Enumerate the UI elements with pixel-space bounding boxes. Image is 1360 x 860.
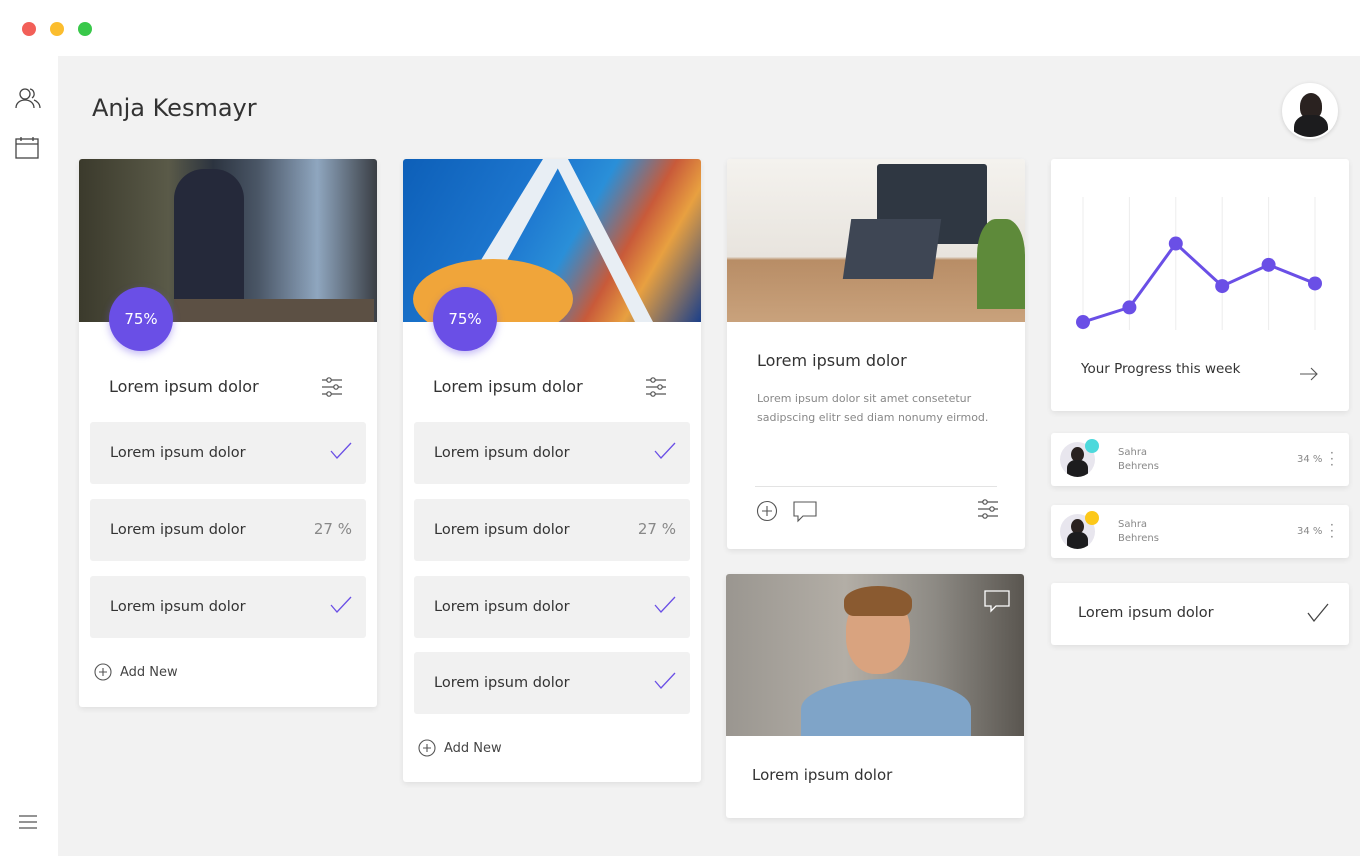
- person-row[interactable]: Sahra Behrens 34 % · · ·: [1051, 505, 1349, 558]
- sidebar: [0, 56, 58, 860]
- divider: [755, 486, 997, 487]
- progress-badge: 75%: [109, 287, 173, 351]
- item-label: Lorem ipsum dolor: [110, 522, 246, 538]
- task-card: 75% Lorem ipsum dolor Lorem ipsum dolor …: [79, 159, 377, 707]
- close-button[interactable]: [22, 22, 36, 36]
- card-title: Lorem ipsum dolor: [109, 377, 259, 396]
- title-bar: [0, 0, 1360, 56]
- series-line: [1082, 241, 1316, 324]
- filter-icon[interactable]: [977, 499, 999, 519]
- task-item[interactable]: Lorem ipsum dolor: [1051, 583, 1349, 645]
- progress-badge: 75%: [433, 287, 497, 351]
- task-card: 75% Lorem ipsum dolor Lorem ipsum dolor …: [403, 159, 701, 782]
- comment-icon[interactable]: [793, 501, 817, 523]
- data-point: [1168, 236, 1183, 251]
- filter-icon[interactable]: [321, 377, 343, 397]
- video-card-title: Lorem ipsum dolor: [752, 766, 893, 784]
- progress-card: Your Progress this week: [1051, 159, 1349, 411]
- users-icon[interactable]: [14, 86, 42, 110]
- add-new-label: Add New: [444, 740, 502, 756]
- filter-icon[interactable]: [645, 377, 667, 397]
- add-new-label: Add New: [120, 664, 178, 680]
- item-label: Lorem ipsum dolor: [434, 599, 570, 615]
- list-item[interactable]: Lorem ipsum dolor: [90, 422, 366, 484]
- item-value: 27 %: [637, 520, 676, 538]
- data-point: [1122, 300, 1137, 315]
- card-image: [727, 159, 1025, 322]
- minimize-button[interactable]: [50, 22, 64, 36]
- item-label: Lorem ipsum dolor: [110, 599, 246, 615]
- check-icon: [330, 596, 352, 613]
- calendar-icon[interactable]: [14, 136, 40, 160]
- maximize-button[interactable]: [78, 22, 92, 36]
- plus-circle-icon: [94, 663, 112, 681]
- item-value: 27 %: [313, 520, 352, 538]
- menu-icon[interactable]: [18, 814, 38, 830]
- check-icon: [330, 442, 352, 459]
- person-first-name: Sahra: [1118, 447, 1148, 458]
- arrow-right-icon[interactable]: [1299, 367, 1319, 381]
- list-item[interactable]: Lorem ipsum dolor: [90, 576, 366, 638]
- article-card: Lorem ipsum dolor Lorem ipsum dolor sit …: [727, 159, 1025, 549]
- data-point: [1261, 257, 1276, 272]
- check-icon: [654, 672, 676, 689]
- person-last-name: Behrens: [1118, 461, 1159, 472]
- data-point: [1308, 276, 1322, 291]
- card-image: [726, 574, 1024, 736]
- card-title: Lorem ipsum dolor: [433, 377, 583, 396]
- person-first-name: Sahra: [1118, 519, 1148, 530]
- add-new-button[interactable]: Add New: [418, 739, 502, 757]
- task-label: Lorem ipsum dolor: [1078, 605, 1214, 621]
- video-card: Lorem ipsum dolor: [726, 574, 1024, 818]
- check-icon: [654, 596, 676, 613]
- person-row[interactable]: Sahra Behrens 34 % · · ·: [1051, 433, 1349, 486]
- list-item[interactable]: Lorem ipsum dolor: [414, 576, 690, 638]
- add-new-button[interactable]: Add New: [94, 663, 178, 681]
- list-item[interactable]: Lorem ipsum dolor: [414, 652, 690, 714]
- list-item[interactable]: Lorem ipsum dolor 27 %: [90, 499, 366, 561]
- person-progress: 34 %: [1297, 454, 1323, 465]
- status-dot: [1085, 439, 1099, 453]
- article-body: Lorem ipsum dolor sit amet consetetur sa…: [757, 392, 989, 424]
- check-icon: [654, 442, 676, 459]
- page-title: Anja Kesmayr: [92, 94, 257, 122]
- user-avatar[interactable]: [1282, 83, 1338, 139]
- data-point: [1215, 279, 1230, 294]
- item-label: Lorem ipsum dolor: [434, 522, 570, 538]
- person-progress: 34 %: [1297, 526, 1323, 537]
- comment-icon[interactable]: [984, 590, 1010, 614]
- person-avatar: [1060, 514, 1095, 549]
- item-label: Lorem ipsum dolor: [434, 445, 570, 461]
- progress-label: Your Progress this week: [1081, 361, 1241, 377]
- plus-circle-icon: [418, 739, 436, 757]
- plus-circle-icon[interactable]: [756, 500, 778, 522]
- list-item[interactable]: Lorem ipsum dolor 27 %: [414, 499, 690, 561]
- item-label: Lorem ipsum dolor: [110, 445, 246, 461]
- more-options-icon[interactable]: · · ·: [1330, 518, 1334, 544]
- more-options-icon[interactable]: · · ·: [1330, 446, 1334, 472]
- article-title: Lorem ipsum dolor: [757, 351, 907, 370]
- status-dot: [1085, 511, 1099, 525]
- check-icon: [1307, 603, 1329, 623]
- data-point: [1076, 315, 1090, 330]
- progress-chart: [1076, 197, 1322, 330]
- item-label: Lorem ipsum dolor: [434, 675, 570, 691]
- person-last-name: Behrens: [1118, 533, 1159, 544]
- list-item[interactable]: Lorem ipsum dolor: [414, 422, 690, 484]
